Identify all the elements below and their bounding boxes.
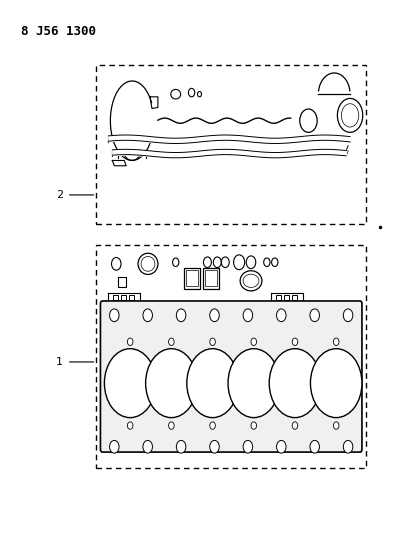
- Circle shape: [110, 309, 119, 321]
- Circle shape: [334, 338, 339, 345]
- Circle shape: [310, 309, 320, 321]
- Text: 1: 1: [56, 357, 63, 367]
- Circle shape: [143, 309, 152, 321]
- Circle shape: [277, 440, 286, 453]
- Circle shape: [210, 440, 219, 453]
- Bar: [292, 295, 297, 300]
- Circle shape: [277, 309, 286, 321]
- Ellipse shape: [146, 349, 197, 418]
- Circle shape: [334, 422, 339, 429]
- Ellipse shape: [228, 349, 280, 418]
- Circle shape: [292, 422, 298, 429]
- FancyBboxPatch shape: [101, 301, 362, 452]
- Bar: [276, 295, 281, 300]
- Circle shape: [143, 440, 152, 453]
- Circle shape: [251, 338, 257, 345]
- Ellipse shape: [187, 349, 238, 418]
- Text: 2: 2: [56, 190, 63, 200]
- Circle shape: [210, 422, 215, 429]
- Circle shape: [176, 309, 186, 321]
- Circle shape: [110, 440, 119, 453]
- Text: 8 J56 1300: 8 J56 1300: [21, 25, 96, 38]
- Circle shape: [127, 338, 133, 345]
- Circle shape: [127, 422, 133, 429]
- Circle shape: [343, 309, 353, 321]
- Bar: [284, 295, 289, 300]
- Bar: [121, 295, 126, 300]
- Ellipse shape: [310, 349, 362, 418]
- Bar: [203, 268, 219, 289]
- Circle shape: [169, 422, 174, 429]
- FancyBboxPatch shape: [97, 245, 366, 468]
- FancyBboxPatch shape: [97, 65, 366, 224]
- Bar: [184, 268, 200, 289]
- Bar: [113, 295, 118, 300]
- Circle shape: [169, 338, 174, 345]
- Ellipse shape: [269, 349, 321, 418]
- Bar: [205, 270, 217, 286]
- Circle shape: [243, 309, 253, 321]
- Bar: [186, 270, 198, 286]
- Ellipse shape: [105, 349, 156, 418]
- Circle shape: [292, 338, 298, 345]
- Circle shape: [176, 440, 186, 453]
- Circle shape: [243, 440, 253, 453]
- Circle shape: [343, 440, 353, 453]
- Circle shape: [210, 338, 215, 345]
- Bar: [129, 295, 134, 300]
- Circle shape: [210, 309, 219, 321]
- Circle shape: [310, 440, 320, 453]
- Circle shape: [251, 422, 257, 429]
